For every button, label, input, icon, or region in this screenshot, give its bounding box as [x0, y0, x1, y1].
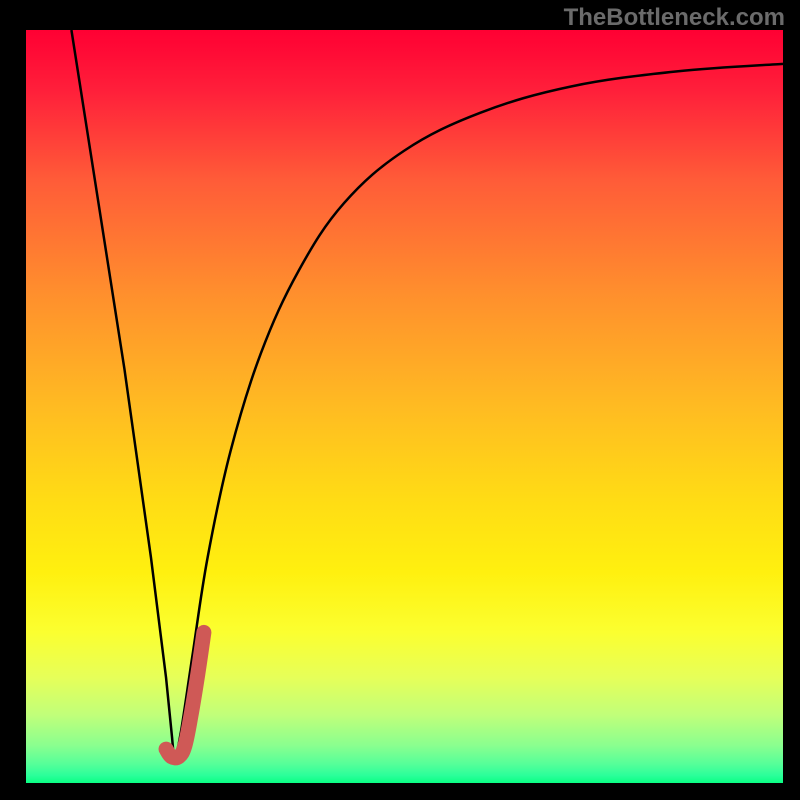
plot-area [26, 30, 783, 783]
chart-curves-layer [26, 30, 783, 783]
bottleneck-chart: TheBottleneck.com [0, 0, 800, 800]
curve-descending [71, 30, 174, 764]
watermark-text: TheBottleneck.com [564, 4, 785, 32]
curve-ascending [174, 64, 783, 764]
